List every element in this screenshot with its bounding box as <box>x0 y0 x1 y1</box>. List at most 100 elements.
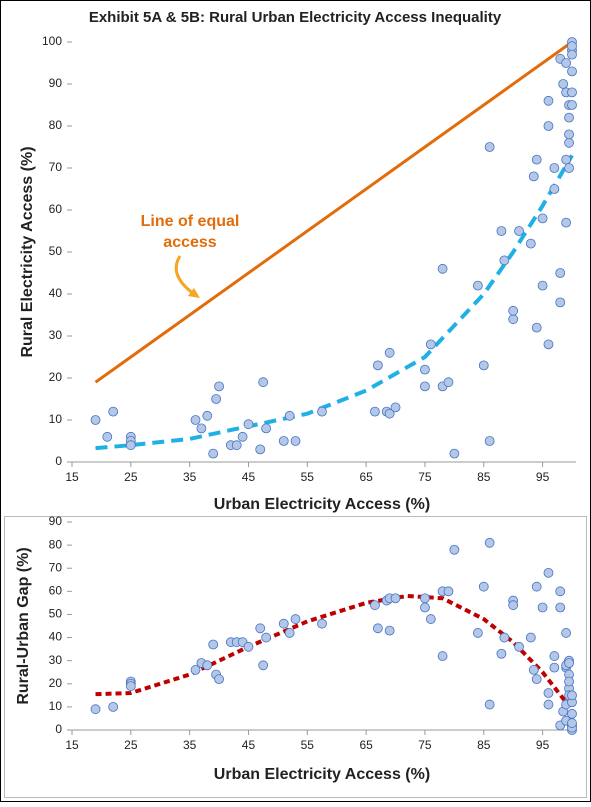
point <box>567 100 577 110</box>
point <box>567 718 577 728</box>
point <box>484 699 495 710</box>
point <box>420 593 430 604</box>
y-tick-label: 80 <box>49 537 63 551</box>
x-tick-label: 95 <box>536 470 550 484</box>
x-tick-label: 45 <box>242 738 256 752</box>
y-tick-label: 50 <box>49 607 63 621</box>
point <box>190 415 201 425</box>
point <box>564 163 574 173</box>
point <box>525 632 536 643</box>
point <box>437 263 448 274</box>
point <box>564 137 574 148</box>
x-tick-label: 55 <box>301 738 315 752</box>
point <box>108 701 119 712</box>
point <box>567 66 577 77</box>
point <box>243 641 254 652</box>
point <box>390 402 401 413</box>
point <box>425 339 436 350</box>
point <box>237 431 248 442</box>
point <box>555 297 566 308</box>
y-tick-label: 0 <box>55 722 62 736</box>
point <box>567 708 577 719</box>
point <box>564 129 574 140</box>
point <box>255 623 266 634</box>
point <box>543 339 554 350</box>
point <box>564 658 574 668</box>
point <box>372 623 383 634</box>
point <box>496 648 507 659</box>
point <box>558 79 569 89</box>
point <box>102 431 113 442</box>
x-tick-label: 35 <box>183 470 197 484</box>
point <box>484 436 495 446</box>
annotation: access <box>163 234 216 251</box>
y-tick-label: 20 <box>49 370 63 384</box>
point <box>484 142 495 152</box>
point <box>537 213 548 224</box>
point <box>317 406 327 417</box>
point <box>258 377 269 388</box>
x-tick-label: 15 <box>65 470 79 484</box>
point <box>208 448 219 459</box>
y-tick-label: 50 <box>49 244 63 258</box>
point <box>543 699 554 710</box>
point <box>543 121 554 131</box>
point <box>561 58 572 68</box>
point <box>278 436 289 446</box>
y-tick-label: 70 <box>49 160 63 174</box>
point <box>561 628 572 638</box>
point <box>90 704 101 715</box>
y-tick-label: 60 <box>49 202 63 216</box>
x-tick-label: 95 <box>536 738 550 752</box>
point <box>384 625 395 636</box>
y-tick-label: 30 <box>49 328 63 342</box>
x-tick-label: 65 <box>359 470 373 484</box>
y-tick-label: 60 <box>49 584 63 598</box>
point <box>472 628 483 638</box>
x-tick-label: 45 <box>242 470 256 484</box>
trend-line <box>95 154 574 451</box>
y-tick-label: 90 <box>49 76 63 90</box>
point <box>543 95 554 106</box>
point <box>531 581 542 592</box>
point <box>372 360 383 371</box>
point <box>567 690 577 701</box>
chart-title: Exhibit 5A & 5B: Rural Urban Electricity… <box>89 9 502 26</box>
point <box>420 381 430 392</box>
point <box>420 364 430 375</box>
point <box>508 600 519 611</box>
y-axis-label: Rural-Urban Gap (%) <box>15 547 32 704</box>
point <box>214 674 224 685</box>
point <box>243 419 254 430</box>
point <box>525 238 536 249</box>
point <box>290 436 301 446</box>
point <box>496 226 507 236</box>
point <box>561 154 572 165</box>
point <box>214 381 224 392</box>
point <box>499 255 510 266</box>
point <box>537 280 548 291</box>
point <box>549 163 560 173</box>
annotation-arrow <box>174 255 195 296</box>
annotation: Line of equal <box>141 213 240 230</box>
point <box>564 112 574 123</box>
point <box>449 544 460 555</box>
point <box>508 314 519 325</box>
point <box>190 665 201 675</box>
point <box>278 618 289 629</box>
point <box>543 567 554 578</box>
point <box>555 268 566 278</box>
point <box>125 681 136 691</box>
point <box>231 440 242 451</box>
point <box>549 651 560 661</box>
point <box>211 394 222 404</box>
point <box>549 662 560 673</box>
point <box>514 641 524 652</box>
trend-line <box>94 40 573 384</box>
point <box>561 217 572 228</box>
point <box>125 440 136 451</box>
point <box>384 408 395 419</box>
y-tick-label: 80 <box>49 118 63 132</box>
